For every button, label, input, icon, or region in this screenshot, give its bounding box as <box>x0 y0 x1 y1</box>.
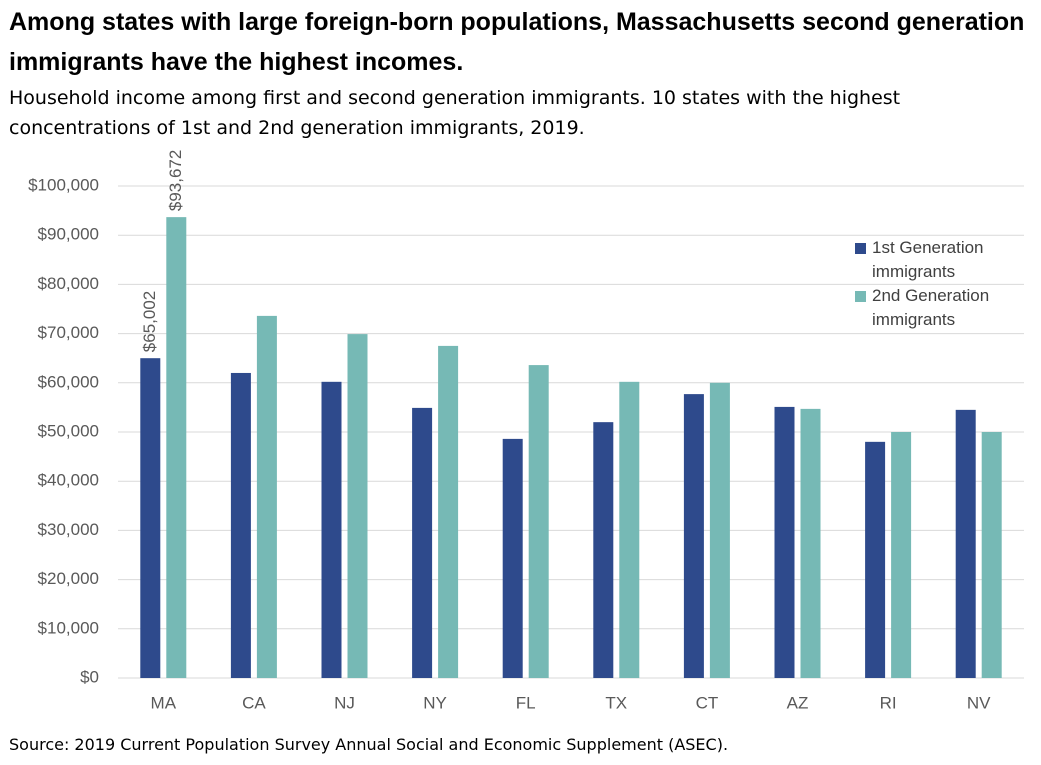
y-tick-label: $100,000 <box>28 175 99 194</box>
source-note: Source: 2019 Current Population Survey A… <box>9 735 729 754</box>
x-tick-label: RI <box>880 693 897 712</box>
legend-swatch <box>855 243 866 254</box>
bar <box>438 345 459 678</box>
bar <box>593 422 614 678</box>
y-tick-label: $50,000 <box>38 421 99 440</box>
x-tick-label: FL <box>516 693 536 712</box>
bar <box>502 438 523 678</box>
x-tick-label: AZ <box>787 693 809 712</box>
bar <box>981 432 1002 678</box>
bar <box>230 372 251 678</box>
x-tick-label: CA <box>242 693 266 712</box>
y-tick-label: $10,000 <box>38 618 99 637</box>
bar <box>140 358 161 678</box>
legend: 1st Generation immigrants 2nd Generation … <box>852 236 1022 332</box>
bar <box>347 334 368 678</box>
legend-entry: 2nd Generation immigrants <box>852 284 1022 332</box>
y-tick-label: $40,000 <box>38 471 99 490</box>
bar <box>619 381 640 678</box>
bar <box>709 382 730 678</box>
y-tick-label: $30,000 <box>38 520 99 539</box>
legend-swatch <box>855 291 866 302</box>
y-tick-label: $20,000 <box>38 569 99 588</box>
bar <box>955 409 976 678</box>
bar <box>256 315 277 678</box>
x-tick-label: CT <box>696 693 719 712</box>
value-label: $65,002 <box>140 291 159 352</box>
chart-subtitle: Household income among first and second … <box>9 87 901 139</box>
x-tick-label: TX <box>605 693 627 712</box>
legend-label: 1st Generation immigrants <box>872 238 984 281</box>
legend-label: 2nd Generation immigrants <box>872 286 990 329</box>
bar <box>865 441 886 678</box>
chart-title: Among states with large foreign-born pop… <box>9 8 1025 76</box>
bar <box>774 406 795 678</box>
bar <box>683 394 704 678</box>
bar <box>412 407 433 678</box>
bar <box>166 217 187 678</box>
x-tick-label: NJ <box>334 693 355 712</box>
x-tick-label: MA <box>151 693 177 712</box>
legend-entry: 1st Generation immigrants <box>852 236 1022 284</box>
y-tick-label: $70,000 <box>38 323 99 342</box>
y-tick-label: $0 <box>80 667 99 686</box>
y-tick-label: $80,000 <box>38 274 99 293</box>
bar <box>321 381 342 678</box>
bar <box>800 408 821 678</box>
x-tick-label: NY <box>423 693 447 712</box>
y-tick-label: $60,000 <box>38 372 99 391</box>
value-label: $93,672 <box>166 150 185 211</box>
x-tick-label: NV <box>967 693 991 712</box>
bar <box>528 365 549 678</box>
y-tick-label: $90,000 <box>38 225 99 244</box>
bar <box>891 432 912 678</box>
